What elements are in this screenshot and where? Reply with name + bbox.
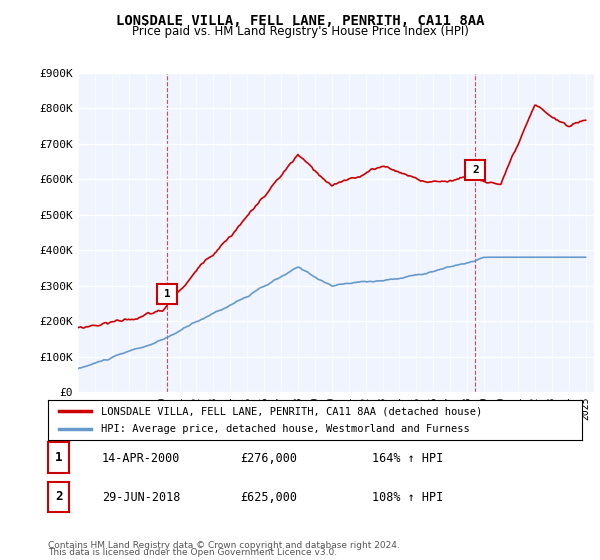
Text: Price paid vs. HM Land Registry's House Price Index (HPI): Price paid vs. HM Land Registry's House … xyxy=(131,25,469,38)
Text: 2: 2 xyxy=(55,491,62,503)
Text: 1: 1 xyxy=(55,451,62,464)
Text: £276,000: £276,000 xyxy=(240,451,297,465)
Text: LONSDALE VILLA, FELL LANE, PENRITH, CA11 8AA: LONSDALE VILLA, FELL LANE, PENRITH, CA11… xyxy=(116,14,484,28)
Text: 29-JUN-2018: 29-JUN-2018 xyxy=(102,491,181,504)
Text: 14-APR-2000: 14-APR-2000 xyxy=(102,451,181,465)
Text: This data is licensed under the Open Government Licence v3.0.: This data is licensed under the Open Gov… xyxy=(48,548,337,557)
Text: HPI: Average price, detached house, Westmorland and Furness: HPI: Average price, detached house, West… xyxy=(101,423,470,433)
Text: 108% ↑ HPI: 108% ↑ HPI xyxy=(372,491,443,504)
Text: 2: 2 xyxy=(472,165,479,175)
Text: 1: 1 xyxy=(164,289,171,299)
Text: £625,000: £625,000 xyxy=(240,491,297,504)
Text: 164% ↑ HPI: 164% ↑ HPI xyxy=(372,451,443,465)
Text: Contains HM Land Registry data © Crown copyright and database right 2024.: Contains HM Land Registry data © Crown c… xyxy=(48,541,400,550)
Text: LONSDALE VILLA, FELL LANE, PENRITH, CA11 8AA (detached house): LONSDALE VILLA, FELL LANE, PENRITH, CA11… xyxy=(101,407,482,417)
